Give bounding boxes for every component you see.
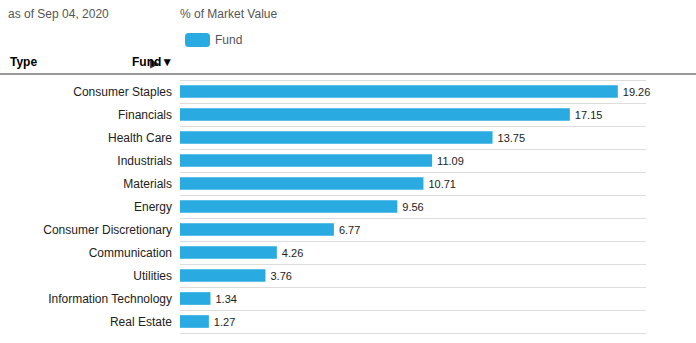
svg-text:13.75: 13.75 [498, 132, 526, 144]
svg-text:as of Sep 04, 2020: as of Sep 04, 2020 [8, 7, 109, 21]
svg-text:9.56: 9.56 [402, 201, 423, 213]
svg-text:10.71: 10.71 [428, 178, 456, 190]
svg-text:19.26: 19.26 [623, 86, 651, 98]
svg-text:Consumer Discretionary: Consumer Discretionary [43, 223, 172, 237]
svg-text:1.27: 1.27 [214, 316, 235, 328]
svg-text:Fund: Fund [215, 33, 242, 47]
svg-text:Fund▼: Fund▼ [132, 55, 173, 69]
svg-text:Industrials: Industrials [117, 154, 172, 168]
svg-text:Type: Type [10, 55, 37, 69]
svg-text:Materials: Materials [123, 177, 172, 191]
svg-text:Financials: Financials [118, 108, 172, 122]
svg-text:% of Market Value: % of Market Value [180, 7, 277, 21]
svg-text:Energy: Energy [134, 200, 172, 214]
svg-text:6.77: 6.77 [339, 224, 360, 236]
svg-text:Utilities: Utilities [133, 269, 172, 283]
svg-text:11.09: 11.09 [437, 155, 464, 167]
svg-text:Consumer Staples: Consumer Staples [73, 85, 172, 99]
svg-text:17.15: 17.15 [575, 109, 603, 121]
svg-text:Real Estate: Real Estate [110, 315, 172, 329]
svg-text:1.34: 1.34 [215, 293, 236, 305]
svg-text:3.76: 3.76 [270, 270, 291, 282]
svg-text:Communication: Communication [89, 246, 172, 260]
svg-text:Health Care: Health Care [108, 131, 172, 145]
svg-text:4.26: 4.26 [282, 247, 303, 259]
svg-text:Information Technology: Information Technology [48, 292, 172, 306]
